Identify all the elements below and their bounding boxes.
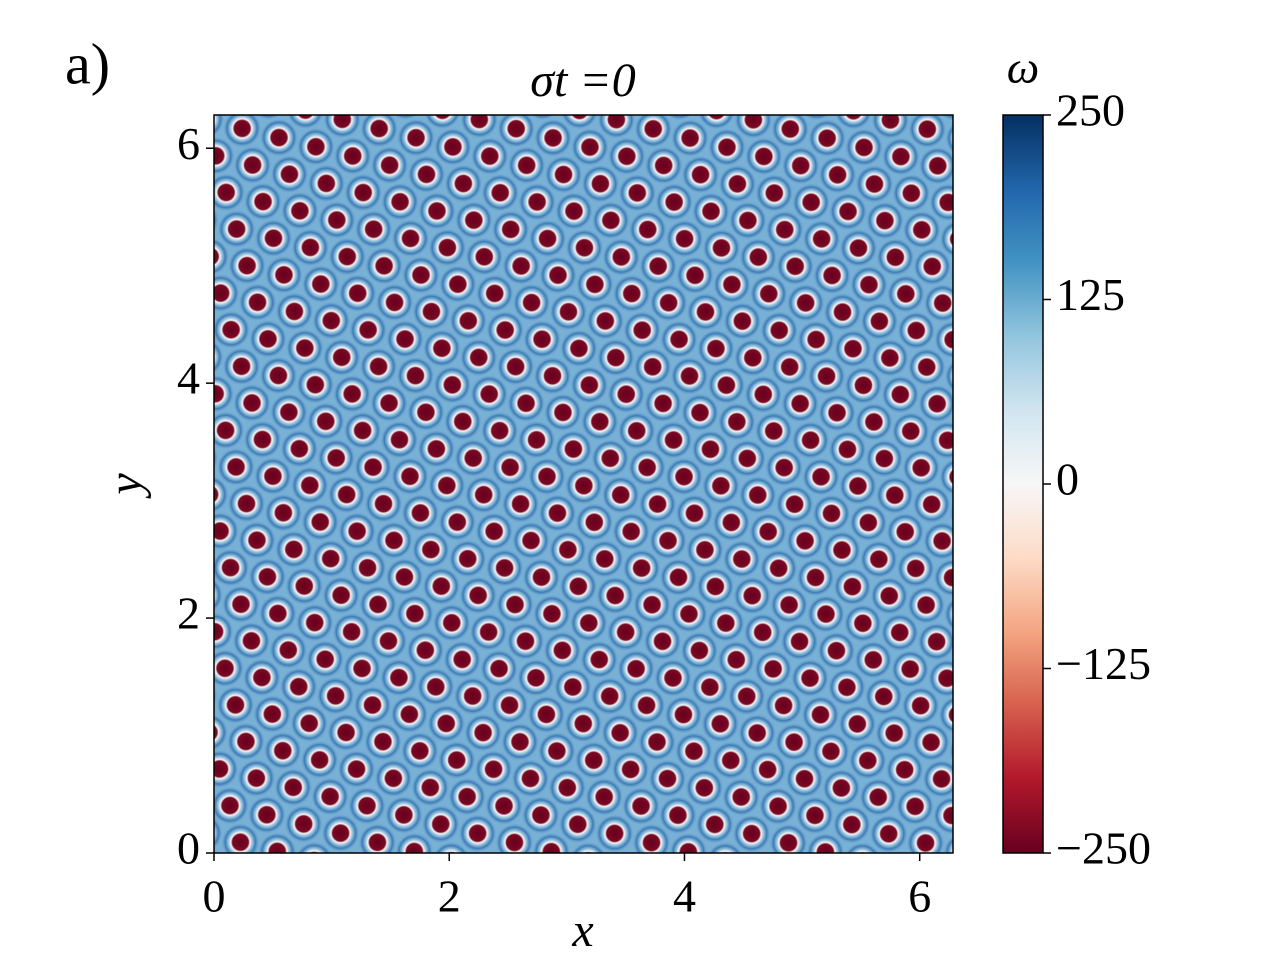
colorbar-tick-label: −250 <box>1056 823 1151 874</box>
x-tick-label: 0 <box>203 871 226 922</box>
panel-label: a) <box>65 31 110 96</box>
y-axis-label: y <box>99 473 152 500</box>
y-tick-label: 0 <box>177 823 200 874</box>
chart-title: σt =0 <box>530 54 635 107</box>
vorticity-field <box>214 115 953 853</box>
colorbar-tick-label: 250 <box>1056 85 1125 136</box>
colorbar-tick-label: 0 <box>1056 454 1079 505</box>
x-tick-label: 4 <box>673 871 696 922</box>
colorbar-tick-label: −125 <box>1056 638 1151 689</box>
y-tick-label: 2 <box>177 588 200 639</box>
x-tick-label: 2 <box>438 871 461 922</box>
plot-frame <box>213 114 954 854</box>
colorbar-label: ω <box>1007 42 1039 93</box>
colorbar <box>1003 115 1043 853</box>
colorbar-tick-label: 125 <box>1056 269 1125 320</box>
x-tick-label: 6 <box>908 871 931 922</box>
y-tick-label: 4 <box>177 353 200 404</box>
y-tick-label: 6 <box>177 118 200 169</box>
x-axis-label: x <box>571 904 593 957</box>
